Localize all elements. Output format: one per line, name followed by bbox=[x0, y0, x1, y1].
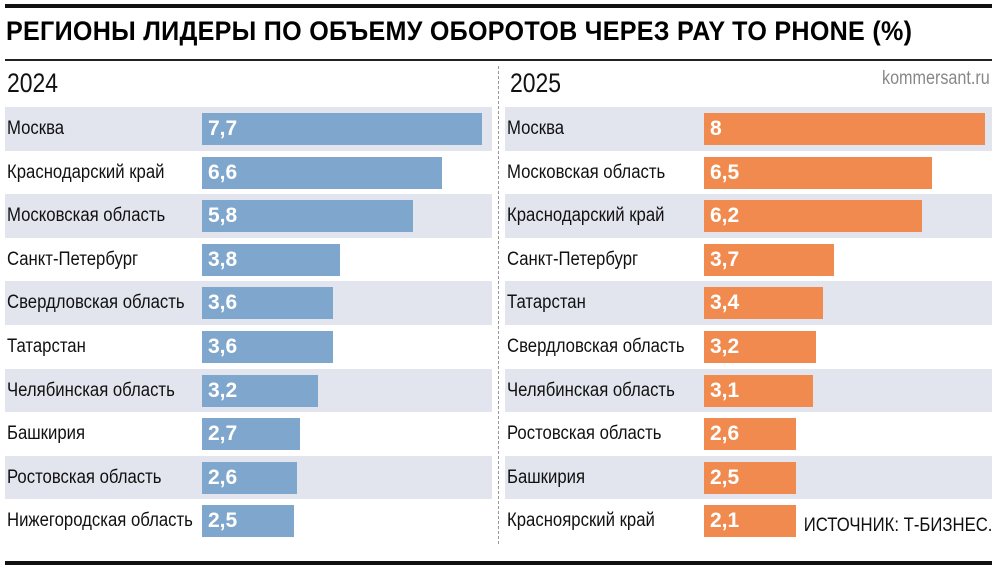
category-label: Свердловская область bbox=[7, 292, 185, 314]
bar-row: Красноярский край 2,1 bbox=[505, 499, 992, 543]
category-label: Челябинская область bbox=[7, 379, 175, 401]
bar: 2,6 bbox=[202, 461, 297, 494]
bar: 6,6 bbox=[202, 156, 442, 189]
value-label: 2,5 bbox=[710, 465, 740, 489]
bar-row: Свердловская область 3,6 bbox=[5, 281, 492, 325]
site-credit: kommersant.ru bbox=[882, 68, 990, 89]
value-label: 3,2 bbox=[208, 378, 238, 402]
bar-row: Ростовская область 2,6 bbox=[5, 455, 492, 500]
bar: 3,1 bbox=[704, 374, 813, 407]
bar-row: Татарстан 3,4 bbox=[505, 281, 992, 325]
bar-row: Москва 8 bbox=[505, 107, 992, 151]
category-label: Башкирия bbox=[7, 423, 86, 445]
bar-row: Челябинская область 3,1 bbox=[505, 368, 992, 413]
bar: 6,5 bbox=[704, 156, 933, 189]
category-label: Московская область bbox=[507, 161, 666, 183]
bar: 3,8 bbox=[202, 243, 341, 276]
value-label: 8 bbox=[710, 117, 722, 140]
bar-row: Башкирия 2,7 bbox=[5, 412, 492, 456]
value-label: 3,1 bbox=[710, 378, 740, 402]
panel-2024: Москва 7,7 Краснодарский край 6,6 Московская… bbox=[5, 107, 492, 543]
top-rule bbox=[5, 4, 992, 8]
bar: 3,6 bbox=[202, 330, 333, 363]
bar: 2,5 bbox=[202, 505, 294, 538]
bar-row: Свердловская область 3,2 bbox=[505, 325, 992, 369]
bar: 3,7 bbox=[704, 243, 834, 276]
value-label: 3,7 bbox=[710, 247, 740, 271]
bar: 2,5 bbox=[704, 461, 796, 494]
value-label: 3,6 bbox=[208, 334, 238, 358]
value-label: 2,5 bbox=[208, 509, 238, 533]
chart-title: РЕГИОНЫ ЛИДЕРЫ ПО ОБЪЕМУ ОБОРОТОВ ЧЕРЕЗ … bbox=[6, 16, 913, 46]
bar-row: Нижегородская область 2,5 bbox=[5, 499, 492, 543]
value-label: 5,8 bbox=[208, 204, 238, 228]
value-label: 6,6 bbox=[208, 160, 238, 184]
bottom-rule bbox=[5, 561, 992, 565]
bar: 3,2 bbox=[202, 374, 319, 407]
category-label: Башкирия bbox=[507, 466, 586, 488]
category-label: Москва bbox=[7, 118, 65, 139]
value-label: 2,7 bbox=[208, 422, 238, 446]
bar-row: Московская область 6,5 bbox=[505, 151, 992, 195]
category-label: Красноярский край bbox=[507, 510, 655, 532]
value-label: 3,4 bbox=[710, 291, 740, 315]
bar-row: Башкирия 2,5 bbox=[505, 455, 992, 500]
value-label: 2,6 bbox=[208, 465, 238, 489]
value-label: 6,2 bbox=[710, 204, 740, 228]
category-label: Краснодарский край bbox=[7, 161, 165, 183]
bar-row: Челябинская область 3,2 bbox=[5, 368, 492, 413]
value-label: 6,5 bbox=[710, 160, 740, 184]
bar-row: Ростовская область 2,6 bbox=[505, 412, 992, 456]
value-label: 3,2 bbox=[710, 334, 740, 358]
bar: 6,2 bbox=[704, 200, 922, 233]
bar: 5,8 bbox=[202, 200, 413, 233]
bar-row: Москва 7,7 bbox=[5, 107, 492, 151]
bar: 2,6 bbox=[704, 418, 796, 451]
category-label: Свердловская область bbox=[507, 335, 685, 357]
panel-label-2025: 2025 bbox=[510, 68, 562, 98]
category-label: Ростовская область bbox=[7, 466, 162, 488]
value-label: 2,1 bbox=[710, 509, 740, 533]
category-label: Ростовская область bbox=[507, 423, 662, 445]
category-label: Нижегородская область bbox=[7, 510, 193, 532]
bar-row: Краснодарский край 6,6 bbox=[5, 151, 492, 195]
category-label: Москва bbox=[507, 118, 565, 139]
panel-2025: Москва 8 Московская область 6,5 Краснодарски… bbox=[505, 107, 992, 543]
category-label: Санкт-Петербург bbox=[7, 248, 139, 270]
bar: 3,4 bbox=[704, 287, 824, 320]
title-rule bbox=[5, 59, 992, 61]
bar: 3,2 bbox=[704, 330, 817, 363]
category-label: Челябинская область bbox=[507, 379, 675, 401]
value-label: 3,8 bbox=[208, 247, 238, 271]
panel-label-2024: 2024 bbox=[7, 68, 59, 98]
category-label: Татарстан bbox=[7, 335, 86, 357]
bar-row: Краснодарский край 6,2 bbox=[505, 194, 992, 238]
category-label: Татарстан bbox=[507, 292, 586, 314]
bar: 3,6 bbox=[202, 287, 333, 320]
category-label: Московская область bbox=[7, 205, 166, 227]
category-label: Санкт-Петербург bbox=[507, 248, 639, 270]
bar: 2,7 bbox=[202, 418, 301, 451]
bar: 8 bbox=[704, 113, 985, 145]
bar-row: Московская область 5,8 bbox=[5, 194, 492, 238]
bar-row: Татарстан 3,6 bbox=[5, 325, 492, 369]
bar: 7,7 bbox=[202, 113, 482, 145]
panel-divider bbox=[498, 66, 499, 544]
value-label: 2,6 bbox=[710, 422, 740, 446]
bar: 2,1 bbox=[704, 505, 796, 538]
bar-row: Санкт-Петербург 3,8 bbox=[5, 238, 492, 282]
category-label: Краснодарский край bbox=[507, 205, 665, 227]
value-label: 3,6 bbox=[208, 291, 238, 315]
value-label: 7,7 bbox=[208, 117, 238, 140]
bar-row: Санкт-Петербург 3,7 bbox=[505, 238, 992, 282]
source-note: ИСТОЧНИК: Т-БИЗНЕС. bbox=[803, 515, 992, 536]
